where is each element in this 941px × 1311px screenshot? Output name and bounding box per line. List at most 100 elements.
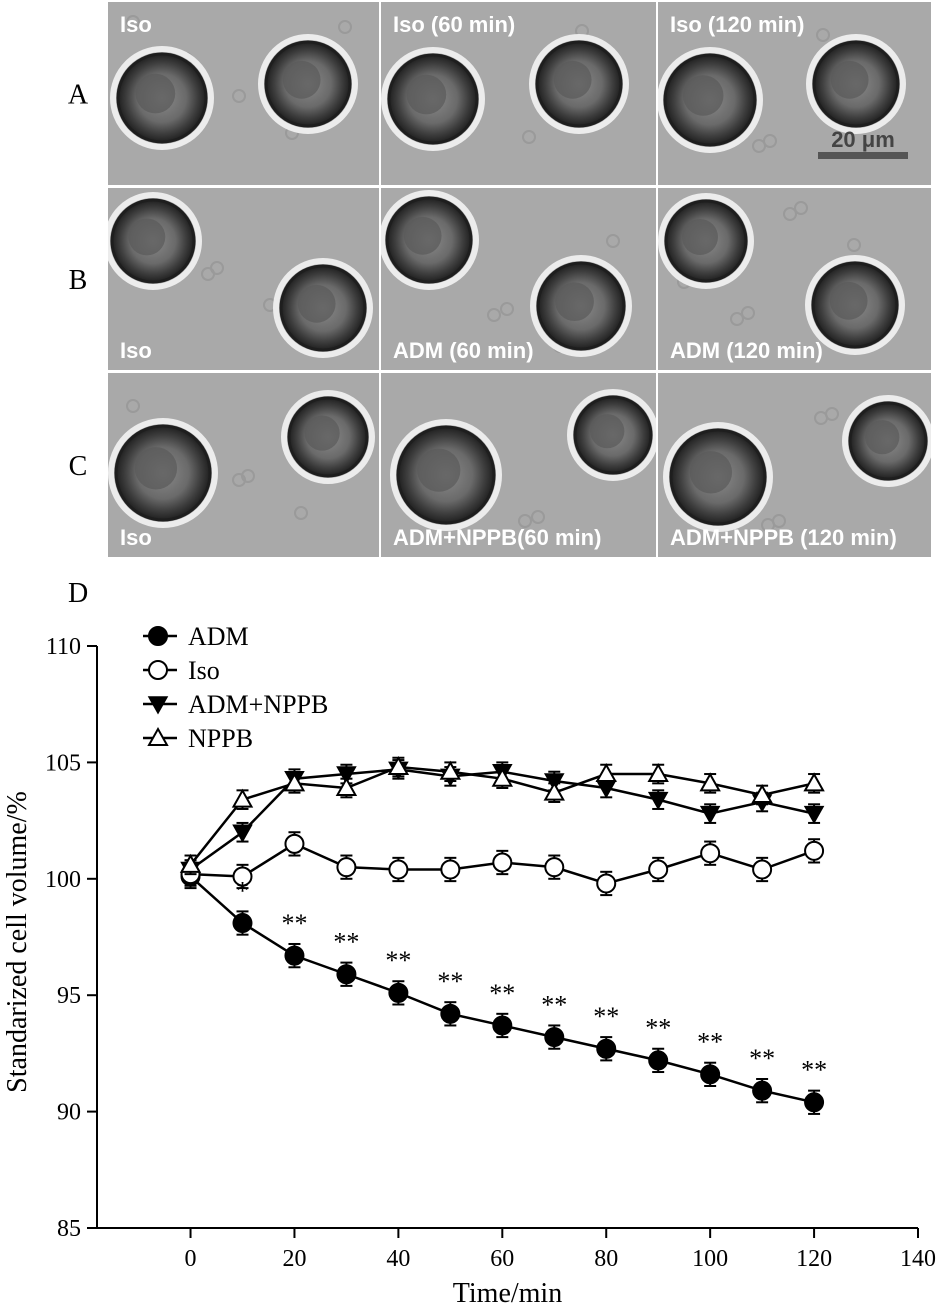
cell-nucleus	[590, 414, 625, 449]
data-point	[596, 873, 617, 894]
cell-halo	[108, 418, 218, 528]
cell-halo	[805, 255, 905, 355]
volume-chart: 85 90 95 100 105 110 0 20 40 60 80 100 120 140 Time/mi…	[2, 622, 936, 1309]
y-tick-label: 110	[46, 634, 81, 660]
legend-marker	[148, 660, 168, 680]
data-point	[699, 805, 721, 825]
data-point	[700, 1064, 721, 1085]
cell-halo	[108, 192, 202, 290]
background-particle	[201, 267, 215, 281]
cell-halo	[381, 47, 485, 151]
cell-halo	[258, 34, 358, 134]
x-tick-label: 80	[594, 1246, 618, 1272]
micrograph-label: ADM (60 min)	[393, 338, 534, 363]
data-point	[284, 833, 305, 854]
legend-marker	[147, 726, 169, 746]
micrograph-panel-c1: Iso	[108, 373, 379, 557]
y-tick-label: 90	[57, 1100, 81, 1126]
legend-marker	[147, 696, 169, 715]
significance-mark: **	[749, 1044, 775, 1073]
background-particle	[606, 234, 620, 248]
cell-nucleus	[134, 447, 178, 490]
cell-nucleus	[406, 74, 447, 115]
background-particle	[294, 506, 308, 520]
data-point	[336, 964, 357, 985]
background-particle	[338, 20, 352, 34]
data-point	[492, 1015, 513, 1036]
background-particle	[232, 473, 246, 487]
series-nppb	[179, 756, 825, 876]
data-point	[752, 1080, 773, 1101]
significance-mark: **	[801, 1056, 827, 1085]
data-point	[336, 766, 357, 785]
significance-mark: **	[489, 979, 515, 1008]
data-point	[388, 859, 409, 880]
data-point	[803, 805, 825, 825]
data-point	[648, 859, 669, 880]
data-point	[700, 843, 721, 864]
row-label-b: B	[69, 265, 88, 296]
cell-nucleus	[297, 284, 336, 323]
data-point	[544, 857, 565, 878]
cell-nucleus	[282, 60, 321, 99]
cell-nucleus	[689, 451, 733, 494]
background-particle	[752, 139, 766, 153]
data-point	[803, 772, 825, 792]
cell-halo	[806, 34, 906, 134]
cell-nucleus	[683, 75, 724, 116]
data-point	[752, 859, 773, 880]
cell-halo	[567, 389, 656, 481]
background-particle	[730, 312, 744, 326]
micrograph-label: Iso	[120, 12, 152, 37]
data-point	[231, 788, 254, 808]
cell-halo	[110, 46, 214, 150]
x-tick-label: 20	[282, 1246, 306, 1272]
legend: ADM Iso ADM+NPPB NPPB	[143, 622, 328, 753]
y-tick-label: 95	[57, 983, 81, 1009]
data-point	[751, 783, 773, 803]
cell-nucleus	[865, 420, 900, 455]
cell-nucleus	[553, 60, 592, 99]
x-tick-label: 0	[185, 1246, 197, 1272]
scale-bar: 20 μm	[818, 127, 908, 159]
data-point	[284, 945, 305, 966]
cell-nucleus	[829, 281, 868, 320]
cell-nucleus	[135, 73, 176, 114]
micrograph-label: ADM+NPPB (120 min)	[670, 525, 897, 550]
legend-marker	[148, 626, 168, 646]
data-point	[179, 853, 202, 873]
cell-nucleus	[555, 282, 594, 322]
data-point	[336, 857, 357, 878]
background-particle	[500, 302, 514, 316]
significance-mark: **	[645, 1014, 671, 1043]
micrograph-panel-c2: ADM+NPPB(60 min)	[381, 373, 656, 557]
background-particle	[847, 238, 861, 252]
y-tick-label: 100	[45, 867, 81, 893]
data-point	[544, 1027, 565, 1048]
x-tick-label: 140	[900, 1246, 936, 1272]
background-particle	[518, 514, 532, 528]
data-point	[388, 982, 409, 1003]
background-particle	[761, 518, 775, 532]
data-point	[440, 859, 461, 880]
background-particle	[232, 89, 246, 103]
significance-mark: **	[697, 1028, 723, 1057]
x-tick-label: 40	[386, 1246, 410, 1272]
micrograph-label: ADM (120 min)	[670, 338, 823, 363]
significance-mark: **	[333, 928, 359, 957]
data-point	[440, 1003, 461, 1024]
micrograph-panel-b1: Iso	[108, 188, 379, 370]
significance-mark: **	[593, 1002, 619, 1031]
data-point	[648, 1050, 669, 1071]
legend-label: ADM	[188, 622, 249, 651]
significance-mark: **	[541, 990, 567, 1019]
data-point	[699, 772, 721, 792]
legend-label: Iso	[188, 656, 220, 685]
cell-nucleus	[403, 216, 442, 255]
background-particle	[783, 207, 797, 221]
background-particle	[531, 510, 545, 524]
micrograph-label: Iso	[120, 338, 152, 363]
data-point	[804, 840, 825, 861]
background-particle	[814, 411, 828, 425]
cell-nucleus	[304, 415, 340, 451]
